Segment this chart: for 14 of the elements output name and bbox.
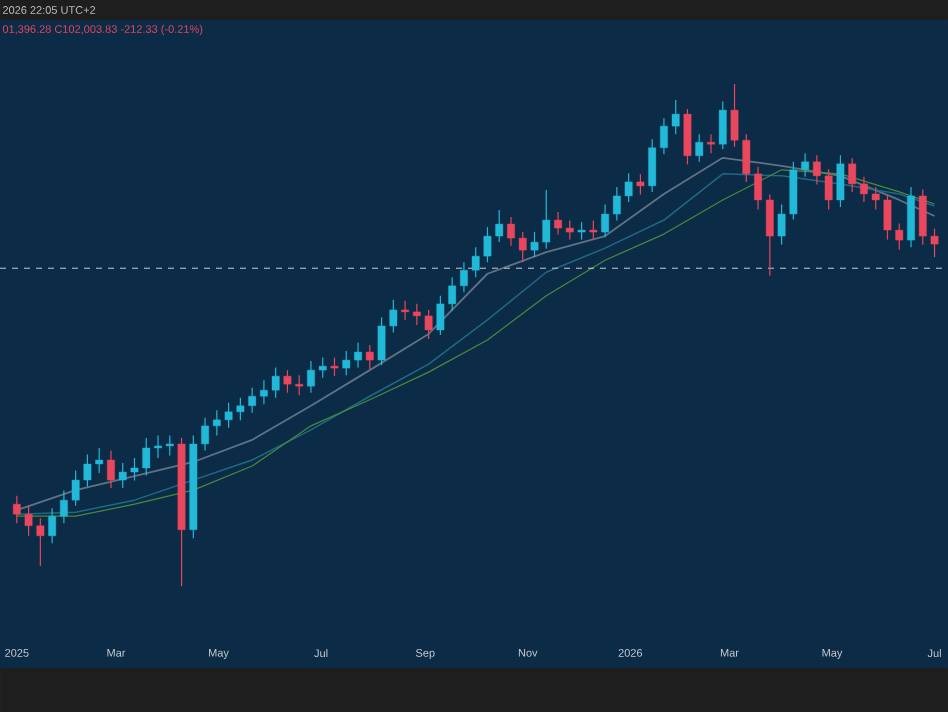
candlestick — [683, 108, 692, 165]
candlestick — [836, 154, 845, 208]
candlestick — [718, 100, 727, 150]
candlestick — [48, 507, 57, 544]
candlestick — [107, 449, 115, 489]
candlestick — [695, 133, 704, 163]
candlestick — [330, 356, 339, 377]
candlestick — [907, 186, 915, 248]
candlestick — [636, 173, 645, 196]
candlestick — [589, 219, 598, 241]
candlestick — [601, 203, 610, 238]
candlestick — [365, 344, 374, 370]
candlestick — [707, 133, 715, 154]
candlestick — [401, 300, 409, 321]
